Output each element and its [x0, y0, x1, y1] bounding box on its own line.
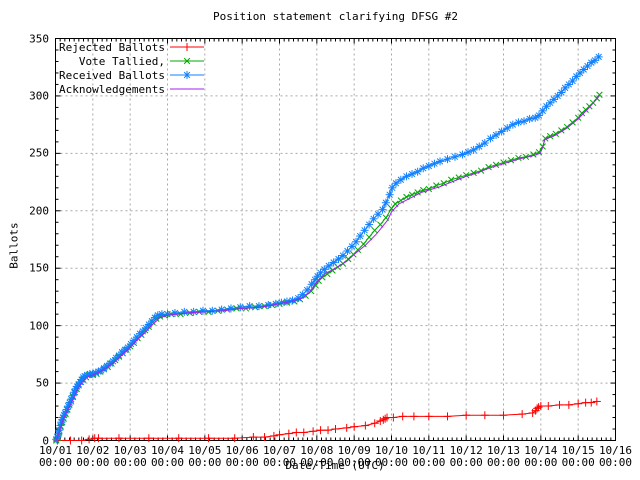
y-tick-label-250: 250 — [29, 146, 49, 160]
series-rejected-ballots — [53, 397, 601, 445]
x-tick-label-10-10: 10/10 00:00 — [374, 444, 409, 469]
series-vote-tallied — [53, 91, 603, 444]
x-tick-label-10-14: 10/14 00:00 — [524, 444, 558, 469]
legend-sample-line-tallied — [170, 57, 204, 65]
y-tick-label-150: 150 — [29, 261, 49, 275]
y-tick-label-300: 300 — [29, 89, 49, 103]
y-tick-label-100: 100 — [29, 319, 49, 333]
x-tick-label-10-03: 10/03 00:00 — [113, 444, 147, 469]
x-tick-label-10-04: 10/04 00:00 — [150, 444, 185, 469]
y-tick-label-50: 50 — [35, 376, 49, 390]
x-tick-label-10-11: 10/11 00:00 — [412, 444, 446, 469]
y-tick-label-200: 200 — [29, 204, 49, 218]
x-tick-label-10-05: 10/05 00:00 — [188, 444, 222, 469]
x-tick-label-10-15: 10/15 00:00 — [561, 444, 595, 469]
plot-border — [55, 38, 616, 441]
x-tick-label-10-02: 10/02 00:00 — [76, 444, 110, 469]
x-axis-label: Date/Time (UTC) — [285, 459, 385, 472]
y-tick-label-350: 350 — [29, 32, 49, 45]
legend-label-acknowledgements: Acknowledgements — [59, 82, 165, 96]
legend-sample-line-received — [170, 71, 204, 79]
y-tick-label-0: 0 — [42, 434, 49, 447]
x-tick-label-10-06: 10/06 00:00 — [225, 444, 259, 469]
legend-row-received-ballots: Received Ballots — [59, 68, 205, 82]
legend-row-rejected-ballots: Rejected Ballots — [59, 40, 205, 54]
chart-title: Position statement clarifying DFSG #2 — [212, 10, 459, 23]
x-tick-label-10-16: 10/16 00:00 — [598, 444, 633, 469]
x-tick-label-10-08: 10/08 00:00 — [300, 444, 334, 469]
legend-label-received-ballots: Received Ballots — [59, 68, 165, 82]
legend-sample-line-acknowledgements — [170, 88, 204, 90]
legend: Rejected Ballots Vote Tallied, Received … — [59, 40, 205, 96]
x-tick-label-10-13: 10/13 00:00 — [486, 444, 521, 469]
legend-sample-line-rejected — [170, 43, 204, 51]
series-acknowledgements — [55, 95, 600, 441]
legend-label-vote-tallied: Vote Tallied, — [78, 54, 165, 68]
x-tick-label-10-07: 10/07 00:00 — [262, 444, 297, 469]
legend-row-acknowledgements: Acknowledgements — [59, 82, 205, 96]
x-tick-label-10-12: 10/12 00:00 — [449, 444, 483, 469]
legend-label-rejected-ballots: Rejected Ballots — [59, 40, 165, 54]
x-tick-label-10-01: 10/01 00:00 — [38, 444, 73, 469]
series-received-ballots — [52, 52, 603, 444]
legend-row-vote-tallied: Vote Tallied, — [59, 54, 205, 68]
x-tick-label-10-09: 10/09 00:00 — [337, 444, 371, 469]
